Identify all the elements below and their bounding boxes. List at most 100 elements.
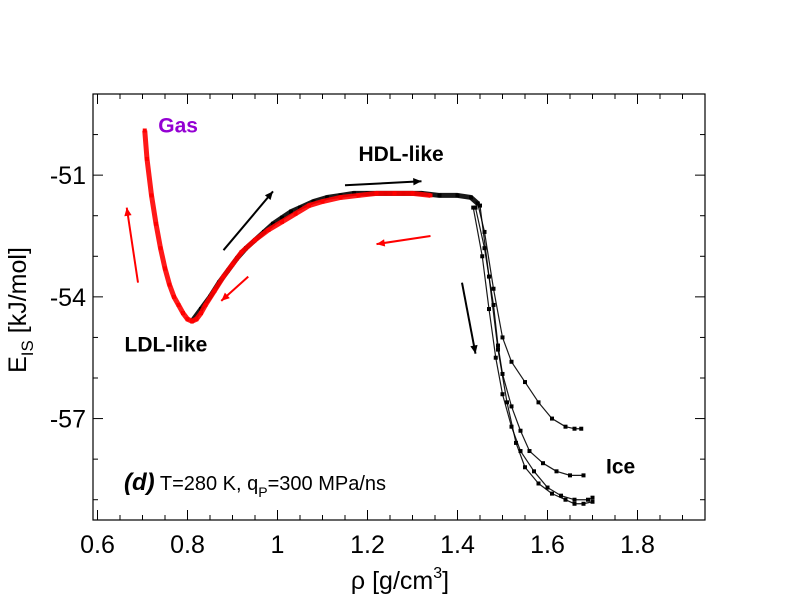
data-point-ice_branch_4	[505, 400, 509, 405]
data-point-ice_branch_2	[568, 473, 572, 478]
data-point-ice_branch_4	[487, 274, 491, 279]
data-point-ice_branch_4	[523, 465, 527, 470]
data-point-ice_branch_1	[550, 416, 554, 421]
data-point-decompression	[167, 282, 172, 287]
data-point-decompression	[320, 199, 325, 204]
data-point-decompression	[374, 191, 379, 196]
data-point-decompression	[266, 227, 271, 232]
data-point-ice_branch_2	[541, 461, 545, 466]
data-point-ice_branch_3	[572, 497, 577, 502]
data-point-ice_branch_1	[509, 359, 514, 364]
annotation-gas: Gas	[158, 115, 198, 138]
data-point-compression	[352, 191, 356, 196]
series-line-ice_branch_2	[474, 207, 584, 476]
y-tick-label: -54	[50, 284, 86, 312]
data-point-decompression	[154, 221, 158, 226]
data-point-decompression	[172, 294, 176, 299]
arrow-shaft	[222, 190, 274, 251]
data-point-ice_branch_4	[536, 481, 541, 486]
data-point-decompression	[356, 193, 361, 198]
data-point-compression	[437, 193, 442, 198]
data-point-compression	[455, 193, 460, 198]
arrow-shaft	[125, 207, 139, 283]
data-point-ice_branch_3	[500, 392, 505, 397]
data-point-ice_branch_2	[473, 205, 478, 210]
data-point-decompression	[293, 211, 298, 216]
data-point-decompression	[142, 128, 147, 133]
arrow-head	[470, 344, 478, 354]
annotation-ice: Ice	[606, 455, 635, 478]
data-point-ice_branch_1	[475, 201, 480, 206]
plot-frame	[92, 93, 706, 521]
data-point-ice_branch_2	[527, 449, 532, 454]
data-point-ice_branch_1	[563, 424, 568, 429]
data-point-decompression	[145, 156, 149, 161]
data-point-decompression	[338, 195, 343, 200]
series-line-ice_branch_3	[472, 207, 593, 501]
data-point-decompression	[239, 250, 244, 255]
arrow-head	[124, 207, 132, 217]
data-point-ice_branch_3	[532, 469, 536, 474]
data-point-ice_branch_4	[572, 501, 577, 506]
data-point-decompression	[410, 191, 415, 196]
data-point-compression	[311, 199, 316, 204]
data-point-ice_branch_1	[482, 229, 487, 234]
data-point-compression	[325, 195, 329, 200]
data-point-compression	[271, 221, 275, 226]
x-tick-label: 1.2	[350, 531, 385, 559]
data-point-ice_branch_2	[509, 404, 514, 409]
data-point-ice_branch_4	[590, 499, 595, 504]
x-tick-label: 1.8	[620, 531, 655, 559]
arrow-shaft	[461, 282, 477, 354]
data-point-decompression	[221, 274, 226, 279]
series-line-ice_branch_4	[479, 205, 593, 505]
data-point-decompression	[176, 302, 181, 307]
data-point-ice_branch_3	[545, 485, 550, 490]
data-point-decompression	[280, 219, 284, 224]
data-point-ice_branch_3	[518, 449, 523, 454]
data-point-ice_branch_3	[480, 254, 485, 259]
annotation-ldl-like: LDL-like	[125, 334, 208, 357]
data-point-ice_branch_1	[572, 426, 577, 431]
annotation-hdl-like: HDL-like	[359, 143, 444, 166]
data-point-decompression	[194, 317, 199, 322]
data-point-decompression	[428, 193, 433, 198]
data-point-ice_branch_2	[581, 473, 586, 478]
data-point-decompression	[158, 246, 163, 251]
arrow-head	[376, 239, 386, 247]
data-point-ice_branch_3	[487, 307, 491, 312]
axis-ticks	[93, 93, 705, 520]
annotation-layer: Gas HDL-like LDL-like Ice	[125, 115, 636, 479]
data-point-ice_branch_3	[493, 355, 498, 360]
data-point-compression	[280, 215, 284, 220]
data-point-ice_branch_1	[536, 400, 541, 405]
arrow-head	[221, 292, 230, 301]
data-point-ice_branch_4	[550, 491, 554, 496]
panel-label: (d) T=280 K, qP=300 MPa/ns	[124, 469, 386, 500]
x-tick-labels: 0.6 0.8 1 1.2 1.4 1.6 1.8	[80, 531, 655, 559]
arrow-head	[413, 177, 422, 186]
data-point-ice_branch_4	[563, 497, 568, 502]
x-tick-label: 1.4	[440, 531, 475, 559]
data-point-ice_branch_3	[590, 495, 595, 500]
data-point-ice_branch_2	[554, 469, 559, 474]
data-point-decompression	[163, 266, 167, 271]
data-point-decompression	[307, 203, 311, 208]
data-point-ice_branch_4	[581, 501, 586, 506]
x-tick-label: 1	[271, 531, 285, 559]
data-point-ice_branch_2	[491, 302, 496, 307]
arrow-layer	[124, 177, 478, 354]
data-point-ice_branch_4	[514, 440, 518, 445]
x-axis-label: ρ [g/cm3]	[351, 565, 449, 595]
data-point-ice_branch_1	[579, 426, 584, 431]
data-point-compression	[469, 195, 473, 200]
data-point-decompression	[190, 319, 194, 324]
x-tick-label: 0.6	[80, 531, 115, 559]
data-point-ice_branch_3	[471, 205, 476, 210]
data-point-decompression	[253, 238, 257, 243]
data-point-ice_branch_2	[518, 428, 523, 433]
data-point-ice_branch_1	[500, 335, 505, 340]
y-axis-label: EIS [kJ/mol]	[4, 247, 37, 373]
data-point-ice_branch_4	[496, 347, 500, 352]
